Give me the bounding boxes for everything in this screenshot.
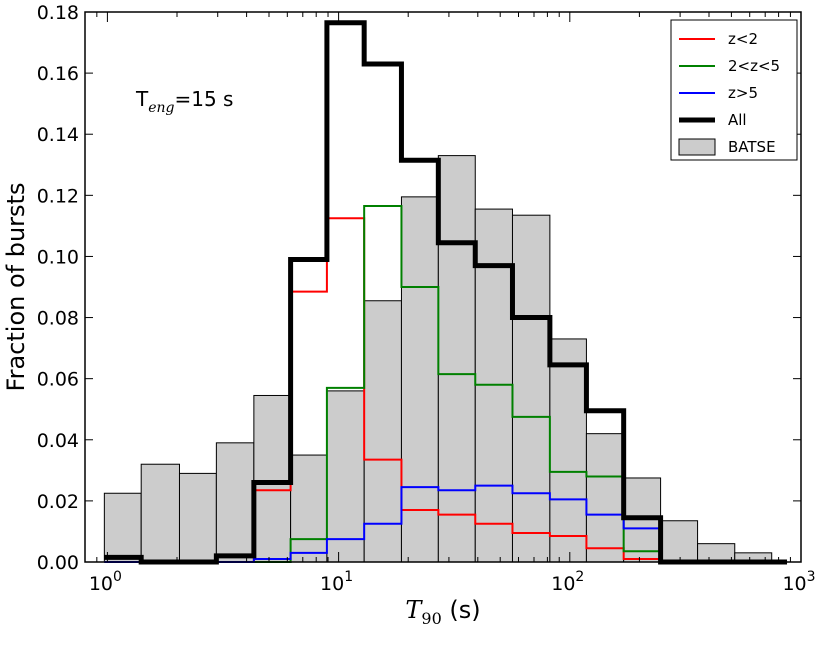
batse-bar (253, 394, 292, 563)
plot-frame (84, 11, 802, 563)
series-line-z5 (104, 484, 788, 563)
legend-label: BATSE (728, 138, 776, 156)
batse-bar (549, 338, 587, 563)
x-axis-unit: (s) (442, 596, 481, 624)
annot-rest: =15 s (174, 87, 233, 111)
batse-bar (103, 492, 142, 563)
y-tick-label: 0.02 (37, 491, 79, 513)
annot-subscript: eng (148, 100, 174, 116)
batse-bar (660, 520, 699, 563)
legend-label: 2<z<5 (728, 57, 780, 75)
batse-bar (290, 454, 328, 563)
legend: z<2 2<z<5 z>5 All BATSE (670, 19, 798, 161)
legend-label: All (728, 111, 747, 129)
legend-label: z<2 (728, 30, 758, 48)
series-line-z2 (104, 217, 788, 563)
batse-bar (400, 196, 439, 563)
x-axis-label: T90 (s) (405, 596, 480, 628)
y-axis-label: Fraction of bursts (2, 183, 30, 392)
y-tick-label: 0.16 (37, 63, 79, 85)
batse-bar (178, 472, 217, 563)
batse-bar (511, 214, 551, 563)
y-tick-label: 0.14 (37, 124, 79, 146)
x-tick-label: 101 (320, 569, 353, 595)
x-axis-symbol: T (405, 596, 423, 624)
y-tick-label: 0.00 (37, 552, 79, 574)
y-tick-label: 0.08 (37, 308, 79, 330)
axis-ticks (85, 11, 802, 563)
x-tick-label: 102 (551, 569, 584, 595)
batse-bar (585, 433, 625, 563)
batse-bar (215, 442, 255, 563)
y-tick-label: 0.12 (37, 185, 79, 207)
legend-label: z>5 (728, 84, 758, 102)
legend-swatch (678, 138, 716, 156)
batse-bar (326, 390, 365, 563)
annot-base: T (135, 87, 149, 111)
x-tick-label: 103 (782, 569, 815, 595)
y-tick-label: 0.04 (37, 430, 79, 452)
axis-labels: 0.00 0.02 0.04 0.06 0.08 0.10 0.12 0.14 0.16 0.18… (37, 2, 816, 595)
series-line-All (104, 20, 788, 565)
y-tick-label: 0.10 (37, 246, 79, 268)
batse-bar (437, 155, 476, 563)
x-axis-subscript: 90 (421, 609, 441, 628)
batse-bar (697, 543, 736, 563)
y-tick-label: 0.18 (37, 2, 79, 24)
x-tick-label: 100 (89, 569, 122, 595)
batse-bar (140, 463, 180, 563)
engine-time-annotation: Teng=15 s (135, 87, 233, 116)
legend-box (670, 19, 798, 161)
y-tick-label: 0.06 (37, 369, 79, 391)
